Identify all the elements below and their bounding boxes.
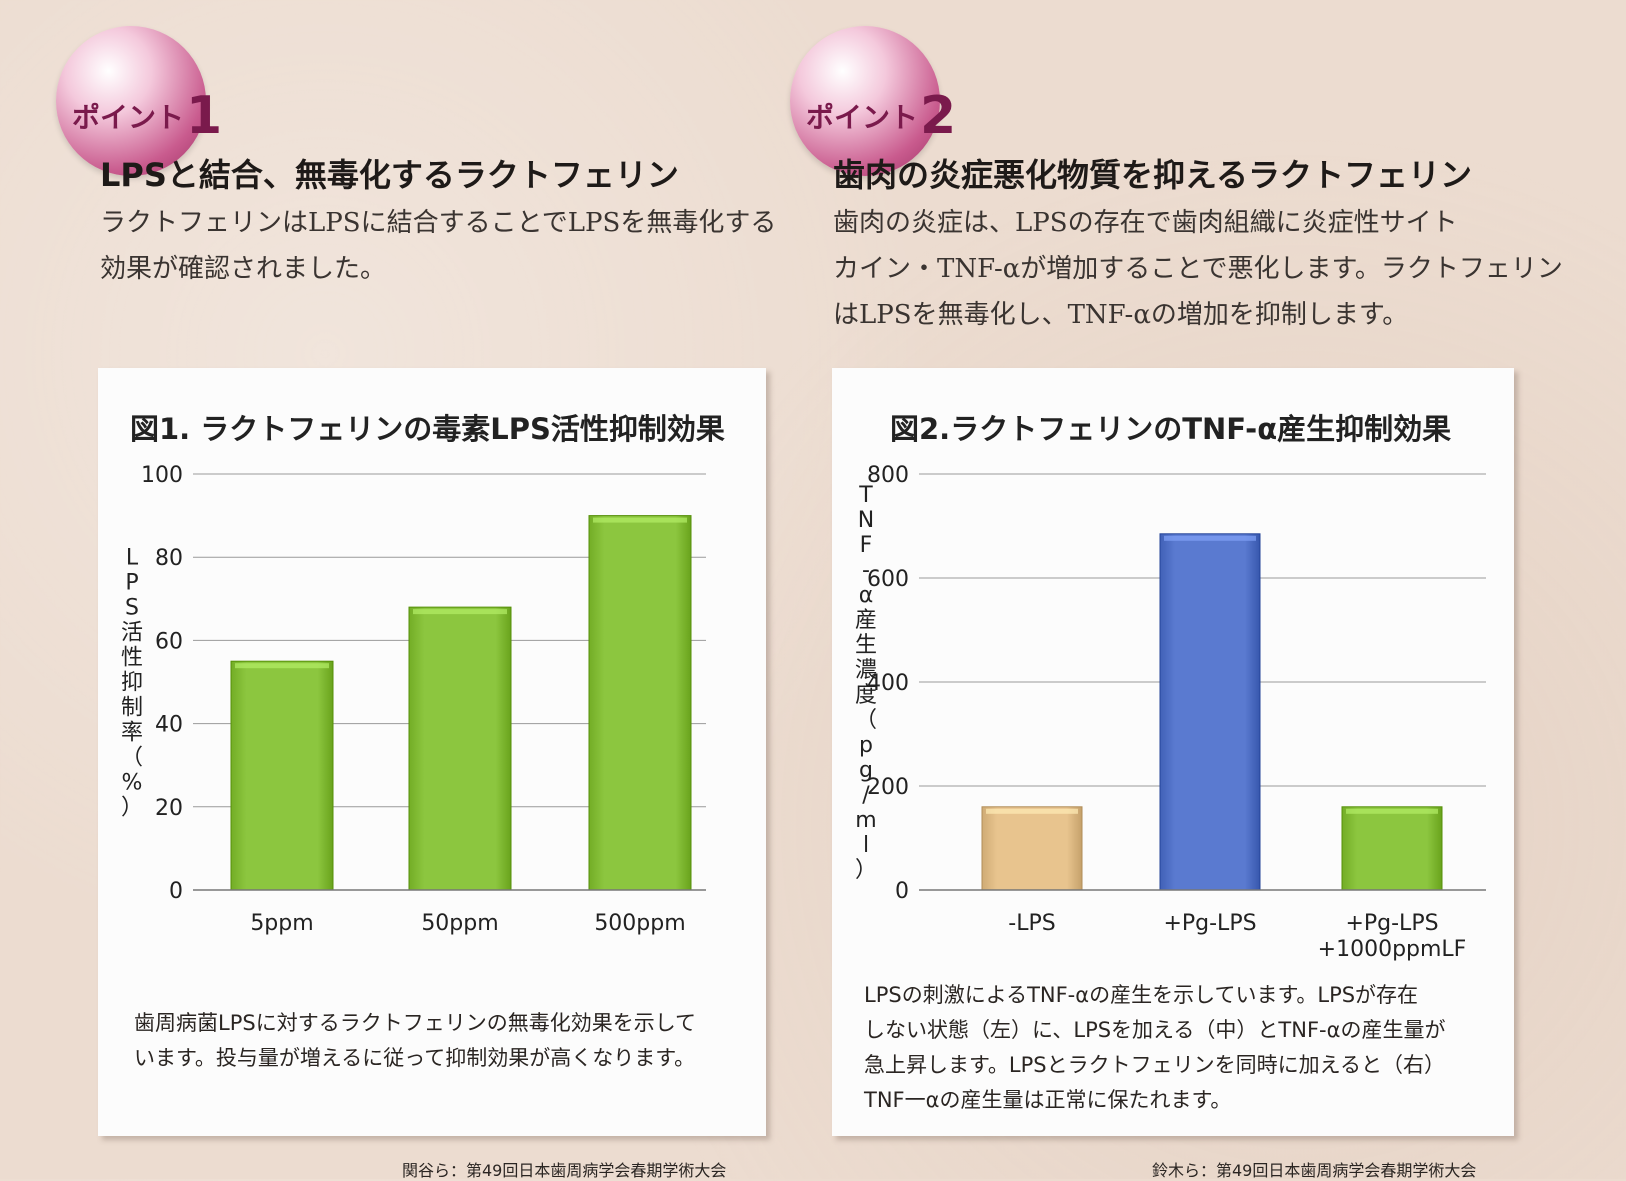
bar-highlight xyxy=(413,609,507,615)
point1-desc-line: 効果が確認されました。 xyxy=(100,254,387,284)
point2-badge-number: 2 xyxy=(920,86,957,146)
x-category-label: 5ppm xyxy=(250,911,313,936)
x-category-label: -LPS xyxy=(1008,911,1055,936)
bar xyxy=(1341,806,1443,891)
y-tick-label: 400 xyxy=(867,671,909,696)
bar-highlight xyxy=(593,517,687,523)
y-axis-label: L P S 活性抑制率（%） xyxy=(121,546,143,821)
figure1-note: 歯周病菌LPSに対するラクトフェリンの無毒化効果を示して います。投与量が増える… xyxy=(134,1006,696,1076)
figure2-title: 図2.ラクトフェリンのTNF-α産生抑制効果 xyxy=(890,412,1452,446)
x-category-label: +Pg-LPS xyxy=(1345,911,1438,936)
point2-badge-text: ポイント xyxy=(806,101,919,134)
y-tick-label: 60 xyxy=(155,629,183,654)
y-axis-label: T N F -α 産生濃度（ p g / m l） xyxy=(855,483,877,883)
figure2-citation: 鈴木ら：第49回日本歯周病学会春期学術大会 xyxy=(1152,1161,1477,1180)
bar-highlight xyxy=(1346,808,1438,814)
point2-badge: ポイント2 xyxy=(806,86,956,146)
bar-highlight xyxy=(235,663,329,669)
point1-description: ラクトフェリンはLPSに結合することでLPSを無毒化する 効果が確認されました。 xyxy=(100,200,776,292)
figure1-chart: 0 20 40 60 80 100 5ppm 50ppm 500ppm L P S 活性抑制率（%） xyxy=(121,463,706,936)
figure1-citation: 関谷ら：第49回日本歯周病学会春期学術大会 xyxy=(402,1161,727,1180)
figure1-panel: 図1. ラクトフェリンの毒素LPS活性抑制効果 0 20 40 60 80 100 5ppm… xyxy=(98,368,766,1136)
point2-desc-line: はLPSを無毒化し、TNF-αの増加を抑制します。 xyxy=(833,300,1409,330)
figure2-note-line: TNF一αの産生量は正常に保たれます。 xyxy=(864,1088,1232,1112)
bar-highlight xyxy=(986,808,1078,814)
x-category-label: 50ppm xyxy=(421,911,498,936)
point2-description: 歯肉の炎症は、LPSの存在で歯肉組織に炎症性サイト カイン・TNF-αが増加する… xyxy=(833,200,1563,338)
figure2-panel: 図2.ラクトフェリンのTNF-α産生抑制効果 0 200 400 600 800 -LPS… xyxy=(832,368,1514,1136)
y-tick-label: 800 xyxy=(867,463,909,488)
point1-heading: LPSと結合、無毒化するラクトフェリン xyxy=(100,156,679,194)
point1-badge: ポイント1 xyxy=(72,86,222,146)
bar xyxy=(1159,533,1261,891)
point2-desc-line: 歯肉の炎症は、LPSの存在で歯肉組織に炎症性サイト xyxy=(833,208,1458,238)
point2-heading: 歯肉の炎症悪化物質を抑えるラクトフェリン xyxy=(833,156,1473,194)
bar xyxy=(588,515,692,891)
figure1-title: 図1. ラクトフェリンの毒素LPS活性抑制効果 xyxy=(130,412,725,446)
bar xyxy=(408,606,512,891)
figure2-note: LPSの刺激によるTNF-αの産生を示しています。LPSが存在 しない状態（左）… xyxy=(864,978,1445,1118)
point1-badge-circle xyxy=(56,26,206,176)
y-tick-label: 40 xyxy=(155,713,183,738)
y-tick-label: 0 xyxy=(169,879,183,904)
point1-badge-number: 1 xyxy=(186,86,223,146)
bar-highlight xyxy=(1164,535,1256,541)
point2-badge-circle xyxy=(790,26,940,176)
y-tick-label: 200 xyxy=(867,775,909,800)
x-category-label: +1000ppmLF xyxy=(1318,937,1467,962)
figure1-note-line: 歯周病菌LPSに対するラクトフェリンの無毒化効果を示して xyxy=(134,1011,697,1035)
x-category-label: 500ppm xyxy=(594,911,685,936)
figure2-note-line: LPSの刺激によるTNF-αの産生を示しています。LPSが存在 xyxy=(864,983,1419,1007)
point1-badge-text: ポイント xyxy=(72,101,185,134)
figure2-note-line: 急上昇します。LPSとラクトフェリンを同時に加えると（右） xyxy=(864,1053,1445,1077)
x-category-label: +Pg-LPS xyxy=(1163,911,1256,936)
figure2-note-line: しない状態（左）に、LPSを加える（中）とTNF-αの産生量が xyxy=(864,1018,1446,1042)
bar xyxy=(230,660,334,891)
y-tick-label: 20 xyxy=(155,796,183,821)
y-tick-label: 0 xyxy=(895,879,909,904)
y-tick-label: 600 xyxy=(867,567,909,592)
point1-desc-line: ラクトフェリンはLPSに結合することでLPSを無毒化する xyxy=(100,208,777,238)
figure1-note-line: います。投与量が増えるに従って抑制効果が高くなります。 xyxy=(134,1046,696,1070)
y-tick-label: 80 xyxy=(155,546,183,571)
bar xyxy=(981,806,1083,891)
y-tick-label: 100 xyxy=(141,463,183,488)
point2-desc-line: カイン・TNF-αが増加することで悪化します。ラクトフェリン xyxy=(833,254,1563,284)
